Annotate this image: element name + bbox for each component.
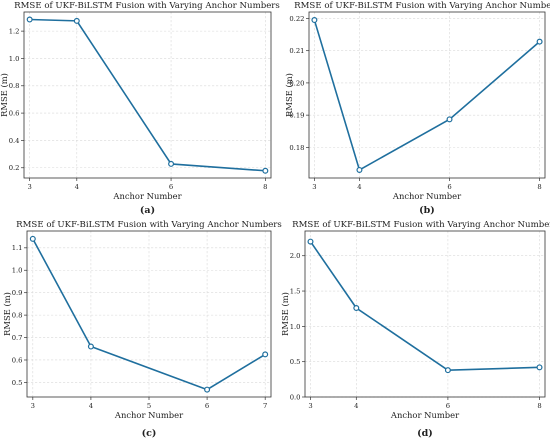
data-point bbox=[307, 238, 314, 245]
y-axis-label: RMSE (m) bbox=[280, 292, 290, 336]
chart-panel-c: 3 4 5 6 7 0.5 0.6 0.7 0.8 0.9 1.0 1.1 RMSE of UKF-Bi… bbox=[2, 220, 282, 439]
series-line bbox=[309, 241, 540, 371]
x-tick-label: 7 bbox=[263, 402, 267, 410]
chart-panel-d: 3 4 6 8 0.0 0.5 1.0 1.5 2.0 RMSE of UKF-BiLSTM Fu… bbox=[280, 220, 550, 439]
x-tick-label: 8 bbox=[263, 183, 267, 191]
x-tick-label: 4 bbox=[89, 402, 93, 410]
y-tick-label: 2.0 bbox=[290, 252, 301, 260]
x-tick-label: 3 bbox=[31, 402, 35, 410]
y-tick-label: 0.8 bbox=[9, 82, 20, 90]
x-tick-label: 6 bbox=[447, 183, 451, 191]
plot-frame bbox=[23, 11, 272, 179]
y-tick-label: 1.0 bbox=[290, 323, 301, 331]
chart-title: RMSE of UKF-BiLSTM Fusion with Varying A… bbox=[292, 220, 550, 230]
x-tick-label: 3 bbox=[27, 183, 31, 191]
y-tick-label: 0.20 bbox=[289, 79, 304, 87]
y-tick-label: 1.2 bbox=[9, 28, 20, 36]
y-tick-label: 0.6 bbox=[12, 356, 23, 364]
x-tick-label: 8 bbox=[537, 402, 541, 410]
x-axis-label: Anchor Number bbox=[390, 410, 459, 420]
y-tick-label: 0.21 bbox=[289, 47, 304, 55]
series-line bbox=[313, 19, 541, 172]
x-tick-label: 3 bbox=[312, 183, 316, 191]
data-point bbox=[444, 367, 451, 374]
y-tick-label: 0.6 bbox=[9, 110, 20, 118]
chart-panel-b: 3 4 6 8 0.18 0.19 0.20 0.21 0.22 RMSE of UKF-BiLS… bbox=[284, 1, 550, 216]
data-point bbox=[536, 364, 543, 371]
y-tick-label: 0.18 bbox=[289, 144, 304, 152]
y-axis-label: RMSE (m) bbox=[284, 73, 294, 117]
data-point bbox=[29, 235, 36, 242]
chart-title: RMSE of UKF-BiLSTM Fusion with Varying A… bbox=[16, 220, 282, 230]
y-tick-label: 0.0 bbox=[290, 393, 301, 401]
x-tick-label: 3 bbox=[308, 402, 312, 410]
y-axis-label: RMSE (m) bbox=[2, 292, 12, 336]
chart-title: RMSE of UKF-BiLSTM Fusion with Varying A… bbox=[294, 1, 550, 11]
y-tick-label: 0.4 bbox=[9, 137, 20, 145]
y-tick-label: 1.0 bbox=[9, 55, 20, 63]
y-tick-label: 0.5 bbox=[290, 358, 301, 366]
chart-panel-a: 3 4 6 8 0.2 0.4 0.6 0.8 1.0 1.2 RMSE of UKF-BiLSTM… bbox=[0, 1, 280, 216]
plot-frame bbox=[304, 230, 546, 398]
panel-caption: (b) bbox=[419, 205, 435, 216]
data-point bbox=[353, 304, 360, 311]
x-axis-label: Anchor Number bbox=[114, 410, 183, 420]
y-tick-label: 0.5 bbox=[12, 379, 23, 387]
x-tick-label: 4 bbox=[357, 183, 361, 191]
x-tick-label: 6 bbox=[205, 402, 209, 410]
chart-title: RMSE of UKF-BiLSTM Fusion with Varying A… bbox=[14, 1, 280, 11]
data-point bbox=[262, 167, 269, 174]
x-axis-label: Anchor Number bbox=[112, 191, 181, 201]
y-tick-label: 0.7 bbox=[12, 334, 23, 342]
data-point bbox=[356, 166, 363, 173]
y-axis-label: RMSE (m) bbox=[0, 73, 9, 117]
x-axis-label: Anchor Number bbox=[392, 191, 461, 201]
series-line bbox=[32, 238, 266, 391]
data-point bbox=[204, 386, 211, 393]
y-tick-label: 1.5 bbox=[290, 287, 301, 295]
y-tick-label: 0.2 bbox=[9, 164, 20, 172]
data-point bbox=[536, 38, 543, 45]
y-tick-label: 0.19 bbox=[289, 112, 304, 120]
x-tick-label: 8 bbox=[537, 183, 541, 191]
panel-caption: (c) bbox=[142, 428, 157, 439]
x-tick-label: 6 bbox=[446, 402, 450, 410]
plot-frame bbox=[308, 11, 546, 179]
y-tick-label: 0.9 bbox=[12, 289, 23, 297]
x-tick-label: 4 bbox=[354, 402, 358, 410]
series-line bbox=[29, 18, 266, 172]
x-tick-label: 4 bbox=[75, 183, 79, 191]
x-tick-label: 6 bbox=[169, 183, 173, 191]
data-point bbox=[311, 17, 318, 24]
data-point bbox=[73, 17, 80, 24]
data-point bbox=[262, 351, 269, 358]
panel-caption: (a) bbox=[140, 205, 155, 216]
x-tick-label: 5 bbox=[147, 402, 151, 410]
panel-caption: (d) bbox=[417, 428, 433, 439]
data-point bbox=[26, 16, 33, 23]
y-tick-label: 0.8 bbox=[12, 312, 23, 320]
y-tick-label: 0.22 bbox=[289, 15, 304, 23]
data-point bbox=[446, 116, 453, 123]
y-tick-label: 1.1 bbox=[12, 244, 23, 252]
y-tick-label: 1.0 bbox=[12, 267, 23, 275]
data-point bbox=[87, 343, 94, 350]
data-point bbox=[168, 160, 175, 167]
